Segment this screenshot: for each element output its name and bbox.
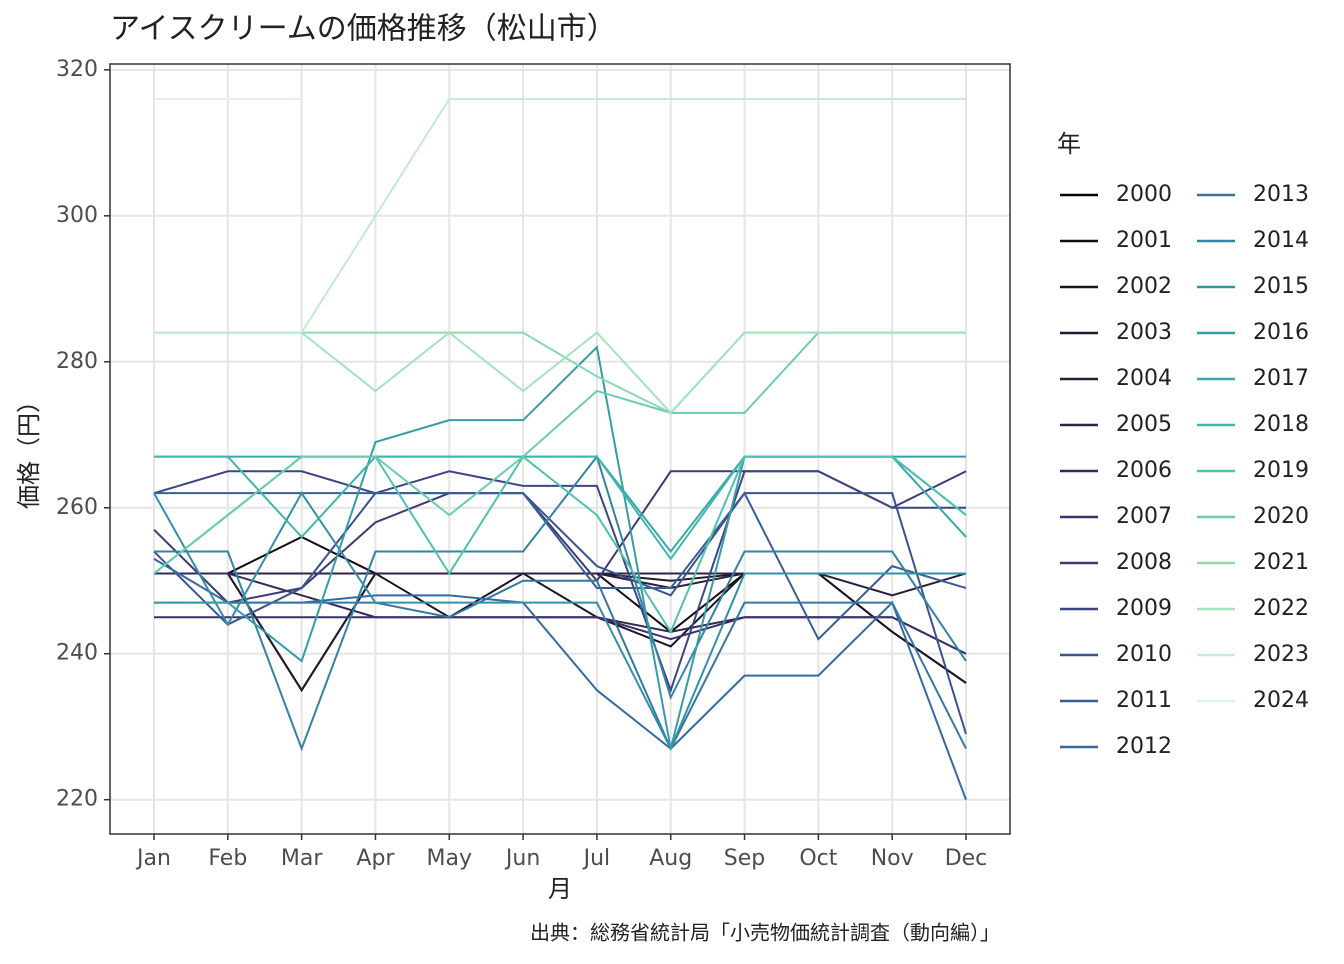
x-tick-label: Dec xyxy=(945,846,988,871)
legend-label: 2009 xyxy=(1116,596,1172,621)
y-tick-label: 280 xyxy=(56,349,98,374)
y-axis-label: 価格（円） xyxy=(15,389,43,509)
legend-label: 2000 xyxy=(1116,182,1172,207)
y-tick-label: 260 xyxy=(56,495,98,520)
x-tick-label: Jul xyxy=(582,846,611,871)
x-tick-label: Sep xyxy=(724,846,765,871)
chart-title: アイスクリームの価格推移（松山市） xyxy=(110,12,617,47)
series-line xyxy=(154,331,966,415)
legend-label: 2018 xyxy=(1253,412,1309,437)
x-tick-label: Mar xyxy=(281,846,323,871)
legend-label: 2016 xyxy=(1253,320,1309,345)
series-line xyxy=(154,616,967,655)
series-line xyxy=(154,572,967,597)
series-line xyxy=(154,572,966,693)
series-line xyxy=(154,454,967,752)
legend-label: 2022 xyxy=(1253,596,1309,621)
series-line xyxy=(153,491,966,751)
legend-label: 2004 xyxy=(1116,366,1172,391)
y-tick-label: 300 xyxy=(56,203,98,228)
legend-label: 2019 xyxy=(1253,458,1309,483)
x-axis-label: 月 xyxy=(548,875,572,903)
x-tick-label: Jun xyxy=(504,846,540,871)
legend-label: 2023 xyxy=(1253,642,1309,667)
legend-label: 2020 xyxy=(1253,504,1309,529)
series-line xyxy=(153,492,967,735)
series-line xyxy=(154,535,967,684)
legend-label: 2024 xyxy=(1253,688,1309,713)
series-line xyxy=(154,491,967,641)
legend-label: 2017 xyxy=(1253,366,1309,391)
x-tick-label: Apr xyxy=(356,846,395,871)
x-tick-label: May xyxy=(427,846,472,871)
legend-label: 2003 xyxy=(1116,320,1172,345)
legend-label: 2008 xyxy=(1116,550,1172,575)
y-tick-label: 220 xyxy=(56,787,98,812)
x-tick-label: Oct xyxy=(799,846,837,871)
x-tick-label: Nov xyxy=(871,846,914,871)
legend-label: 2002 xyxy=(1116,274,1172,299)
legend-label: 2011 xyxy=(1116,688,1172,713)
series-line xyxy=(154,572,967,693)
series-line xyxy=(154,345,966,749)
caption: 出典：総務省統計局「小売物価統計調査（動向編）」 xyxy=(530,921,1000,945)
legend-label: 2014 xyxy=(1253,228,1309,253)
legend-label: 2010 xyxy=(1116,642,1172,667)
y-tick-label: 320 xyxy=(56,57,98,82)
legend-label: 2001 xyxy=(1116,228,1172,253)
legend-title: 年 xyxy=(1057,130,1081,158)
legend-label: 2013 xyxy=(1253,182,1309,207)
legend-label: 2015 xyxy=(1253,274,1309,299)
legend-label: 2012 xyxy=(1116,734,1172,759)
x-tick-label: Jan xyxy=(135,846,171,871)
series-line xyxy=(154,331,966,415)
legend-label: 2007 xyxy=(1116,504,1172,529)
legend-label: 2006 xyxy=(1116,458,1172,483)
x-tick-label: Aug xyxy=(649,846,692,871)
plot-border xyxy=(109,63,1011,835)
y-tick-label: 240 xyxy=(56,641,98,666)
x-tick-label: Feb xyxy=(208,846,247,871)
legend-label: 2005 xyxy=(1116,412,1172,437)
series-line xyxy=(153,470,967,604)
legend-label: 2021 xyxy=(1253,550,1309,575)
series-line xyxy=(154,579,967,751)
series-line xyxy=(154,98,966,334)
